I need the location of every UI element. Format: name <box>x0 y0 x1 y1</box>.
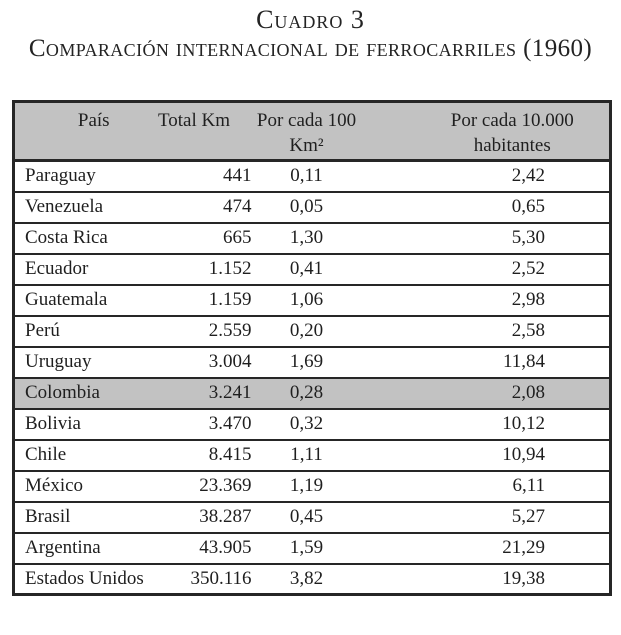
table-row: Bolivia 3.470 0,32 10,12 <box>13 407 611 440</box>
document-title: Cuadro 3 <box>256 5 365 34</box>
cell-pais: Bolivia <box>13 407 152 440</box>
cell-total-km: 3.004 <box>151 345 254 378</box>
col-header-line: habitantes <box>473 135 551 156</box>
comparison-table: País Total Km Por cada 100 Km² Por cada … <box>12 100 612 596</box>
cell-por-100-km2: 1,19 <box>253 469 360 502</box>
cell-pais: México <box>13 469 152 502</box>
cell-total-km: 665 <box>151 221 254 254</box>
col-header-line: Por cada 100 <box>256 110 357 131</box>
col-header-line: País <box>77 110 110 131</box>
cell-total-km: 38.287 <box>151 500 254 533</box>
cell-por-100-km2: 0,41 <box>253 252 360 285</box>
cell-por-10000-hab: 0,65 <box>359 190 611 223</box>
cell-por-10000-hab: 2,58 <box>359 314 611 347</box>
table-row: Brasil 38.287 0,45 5,27 <box>13 500 611 533</box>
cell-por-100-km2: 3,82 <box>253 562 360 595</box>
table-row: Uruguay 3.004 1,69 11,84 <box>13 345 611 378</box>
table-row-highlighted: Colombia 3.241 0,28 2,08 <box>13 376 611 409</box>
cell-por-100-km2: 1,59 <box>253 531 360 564</box>
cell-por-100-km2: 0,28 <box>253 376 360 409</box>
cell-pais: Perú <box>13 314 152 347</box>
cell-pais: Estados Unidos <box>13 562 152 595</box>
cell-total-km: 474 <box>151 190 254 223</box>
cell-por-10000-hab: 11,84 <box>359 345 611 378</box>
cell-por-10000-hab: 2,42 <box>359 159 611 192</box>
cell-por-100-km2: 0,05 <box>253 190 360 223</box>
cell-por-100-km2: 0,32 <box>253 407 360 440</box>
cell-por-10000-hab: 6,11 <box>359 469 611 502</box>
col-header-line: Km² <box>289 135 324 156</box>
cell-pais: Ecuador <box>13 252 152 285</box>
cell-por-100-km2: 0,45 <box>253 500 360 533</box>
cell-pais: Chile <box>13 438 152 471</box>
table-header-row: País Total Km Por cada 100 Km² Por cada … <box>13 101 611 162</box>
document-subtitle: Comparación internacional de ferrocarril… <box>28 35 593 62</box>
cell-total-km: 1.159 <box>151 283 254 316</box>
cell-por-100-km2: 1,69 <box>253 345 360 378</box>
cell-pais: Paraguay <box>13 159 152 192</box>
cell-pais: Costa Rica <box>13 221 152 254</box>
table-row: Ecuador 1.152 0,41 2,52 <box>13 252 611 285</box>
cell-por-100-km2: 1,11 <box>253 438 360 471</box>
table-row: Perú 2.559 0,20 2,58 <box>13 314 611 347</box>
col-header-por-10000-hab: Por cada 10.000 habitantes <box>359 101 611 162</box>
cell-por-100-km2: 1,30 <box>253 221 360 254</box>
table-row: Argentina 43.905 1,59 21,29 <box>13 531 611 564</box>
cell-total-km: 8.415 <box>151 438 254 471</box>
cell-pais: Colombia <box>13 376 152 409</box>
cell-pais: Uruguay <box>13 345 152 378</box>
cell-total-km: 3.241 <box>151 376 254 409</box>
cell-total-km: 2.559 <box>151 314 254 347</box>
cell-por-10000-hab: 2,98 <box>359 283 611 316</box>
cell-pais: Venezuela <box>13 190 152 223</box>
cell-por-100-km2: 1,06 <box>253 283 360 316</box>
col-header-line: Por cada 10.000 <box>450 110 574 131</box>
cell-por-10000-hab: 21,29 <box>359 531 611 564</box>
table-row: México 23.369 1,19 6,11 <box>13 469 611 502</box>
table-row: Venezuela 474 0,05 0,65 <box>13 190 611 223</box>
cell-por-10000-hab: 10,12 <box>359 407 611 440</box>
cell-total-km: 3.470 <box>151 407 254 440</box>
cell-total-km: 441 <box>151 159 254 192</box>
table-row: Costa Rica 665 1,30 5,30 <box>13 221 611 254</box>
cell-total-km: 350.116 <box>151 562 254 595</box>
cell-pais: Argentina <box>13 531 152 564</box>
cell-pais: Guatemala <box>13 283 152 316</box>
cell-total-km: 23.369 <box>151 469 254 502</box>
cell-total-km: 1.152 <box>151 252 254 285</box>
cell-total-km: 43.905 <box>151 531 254 564</box>
table-row: Guatemala 1.159 1,06 2,98 <box>13 283 611 316</box>
table-row: Chile 8.415 1,11 10,94 <box>13 438 611 471</box>
col-header-pais: País <box>13 101 152 162</box>
cell-por-10000-hab: 5,30 <box>359 221 611 254</box>
col-header-por-100-km2: Por cada 100 Km² <box>253 101 360 162</box>
col-header-total-km: Total Km <box>151 101 254 162</box>
cell-por-10000-hab: 19,38 <box>359 562 611 595</box>
cell-por-10000-hab: 2,08 <box>359 376 611 409</box>
cell-por-10000-hab: 2,52 <box>359 252 611 285</box>
cell-por-10000-hab: 5,27 <box>359 500 611 533</box>
cell-por-100-km2: 0,20 <box>253 314 360 347</box>
cell-pais: Brasil <box>13 500 152 533</box>
table-row: Estados Unidos 350.116 3,82 19,38 <box>13 562 611 595</box>
cell-por-10000-hab: 10,94 <box>359 438 611 471</box>
cell-por-100-km2: 0,11 <box>253 159 360 192</box>
col-header-line: Total Km <box>157 110 231 131</box>
table-row: Paraguay 441 0,11 2,42 <box>13 159 611 192</box>
